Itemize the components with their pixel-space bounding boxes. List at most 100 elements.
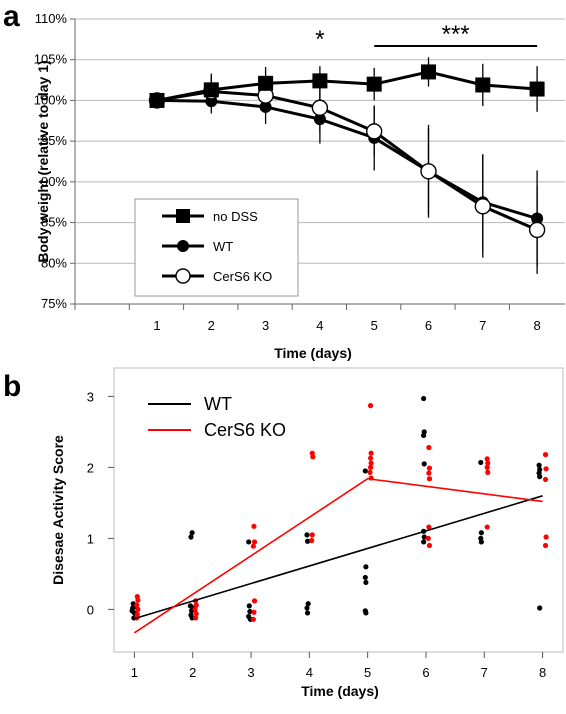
b-point-wt xyxy=(189,530,195,536)
a-data-point-circle xyxy=(259,100,272,113)
b-point-cers6ko xyxy=(251,539,258,545)
b-point-wt xyxy=(246,539,252,545)
b-point-wt xyxy=(129,608,135,614)
a-x-tick-label: 2 xyxy=(208,318,215,333)
a-data-point-square xyxy=(366,76,382,92)
b-point-wt xyxy=(421,395,427,402)
a-x-tick-label: 5 xyxy=(371,318,378,333)
a-data-point-circle xyxy=(531,212,544,225)
b-point-cers6ko xyxy=(192,606,198,613)
b-point-wt xyxy=(246,603,252,609)
a-legend-marker xyxy=(175,268,191,284)
b-x-tick-label: 5 xyxy=(364,665,371,680)
a-legend-label: CerS6 KO xyxy=(213,269,272,284)
b-point-wt xyxy=(421,539,427,545)
b-point-cers6ko xyxy=(367,464,374,470)
b-point-cers6ko xyxy=(426,542,433,549)
b-point-cers6ko xyxy=(484,464,490,470)
a-legend-label: no DSS xyxy=(213,209,258,224)
b-point-wt xyxy=(478,539,484,545)
b-point-cers6ko xyxy=(426,465,433,471)
a-data-point-open-circle xyxy=(528,221,546,239)
panel-b-letter: b xyxy=(3,370,21,403)
panel-a-y-axis-title: Body weight (relative to day 1) xyxy=(35,60,51,262)
b-point-cers6ko xyxy=(367,469,373,475)
b-point-wt xyxy=(304,532,310,538)
b-point-cers6ko xyxy=(367,455,374,461)
a-data-point-open-circle xyxy=(420,163,437,180)
a-data-point-square xyxy=(475,77,491,93)
b-point-wt xyxy=(421,461,427,467)
b-legend-label: CerS6 KO xyxy=(204,420,286,440)
a-series-line xyxy=(156,70,538,102)
b-x-tick-label: 2 xyxy=(189,665,196,680)
a-data-point-square xyxy=(149,92,165,108)
a-x-tick-label: 3 xyxy=(262,318,269,333)
b-point-wt xyxy=(537,474,543,480)
b-point-cers6ko xyxy=(251,523,257,529)
b-point-cers6ko xyxy=(135,597,141,603)
panel-a: a 75%80%85%90%95%100%105%110%1 2 3 4 5 6 7 8 * *… xyxy=(3,0,565,361)
b-point-cers6ko xyxy=(250,543,256,549)
a-data-point-square xyxy=(258,75,274,91)
b-point-cers6ko xyxy=(543,534,549,540)
b-point-cers6ko xyxy=(193,615,199,621)
a-x-tick-label: 8 xyxy=(533,318,540,333)
b-point-wt xyxy=(536,462,542,468)
a-y-tick-label: 95% xyxy=(41,133,67,148)
a-y-tick-label: 105% xyxy=(34,52,68,67)
a-legend-marker xyxy=(177,240,189,252)
b-point-cers6ko xyxy=(485,469,491,475)
b-point-cers6ko xyxy=(426,524,432,530)
b-point-wt xyxy=(537,605,543,611)
a-data-point-square xyxy=(312,73,328,89)
b-legend-label: WT xyxy=(204,394,232,414)
b-point-cers6ko xyxy=(543,466,549,472)
panel-a-letter: a xyxy=(3,0,20,33)
b-point-wt xyxy=(478,530,484,536)
a-series-line xyxy=(156,98,538,220)
b-x-tick-label: 7 xyxy=(481,665,488,680)
b-point-wt xyxy=(305,601,311,607)
b-point-cers6ko xyxy=(542,452,549,458)
b-point-wt xyxy=(363,610,369,616)
b-x-tick-label: 1 xyxy=(131,665,138,680)
b-point-wt xyxy=(362,468,368,474)
a-data-point-open-circle xyxy=(474,198,491,215)
b-point-cers6ko xyxy=(426,476,433,482)
a-y-tick-label: 85% xyxy=(41,215,67,230)
b-point-cers6ko xyxy=(250,616,256,622)
a-legend-marker xyxy=(176,209,190,223)
b-x-tick-label: 3 xyxy=(247,665,254,680)
b-point-wt xyxy=(421,534,427,540)
b-point-wt xyxy=(188,534,194,540)
a-y-tick-label: 80% xyxy=(41,255,67,270)
a-data-point-square xyxy=(421,64,436,80)
a-x-tick-label: 6 xyxy=(425,318,432,333)
a-significance-marker: *** xyxy=(442,21,470,48)
b-point-cers6ko xyxy=(310,454,316,460)
b-point-wt xyxy=(304,538,311,544)
a-x-tick-label: 4 xyxy=(316,318,323,333)
b-plot-frame xyxy=(113,367,564,653)
a-data-point-open-circle xyxy=(311,99,329,116)
b-point-wt xyxy=(304,605,310,611)
b-point-cers6ko xyxy=(426,470,432,476)
b-point-cers6ko xyxy=(484,524,490,530)
b-point-cers6ko xyxy=(542,476,549,483)
b-point-cers6ko xyxy=(426,444,432,451)
a-data-point-circle xyxy=(313,113,326,126)
b-y-tick-label: 3 xyxy=(87,389,94,404)
b-point-cers6ko xyxy=(485,460,491,466)
a-data-point-square xyxy=(203,82,219,98)
panel-b-x-axis-title: Time (days) xyxy=(301,683,379,699)
b-y-tick-label: 1 xyxy=(87,531,94,546)
b-point-wt xyxy=(363,564,369,570)
b-point-cers6ko xyxy=(193,602,199,608)
b-point-cers6ko xyxy=(425,535,431,542)
b-trend-line-cers6ko xyxy=(133,477,543,634)
a-legend-label: WT xyxy=(213,239,233,254)
a-data-point-open-circle xyxy=(366,123,383,140)
b-point-cers6ko xyxy=(251,598,258,604)
